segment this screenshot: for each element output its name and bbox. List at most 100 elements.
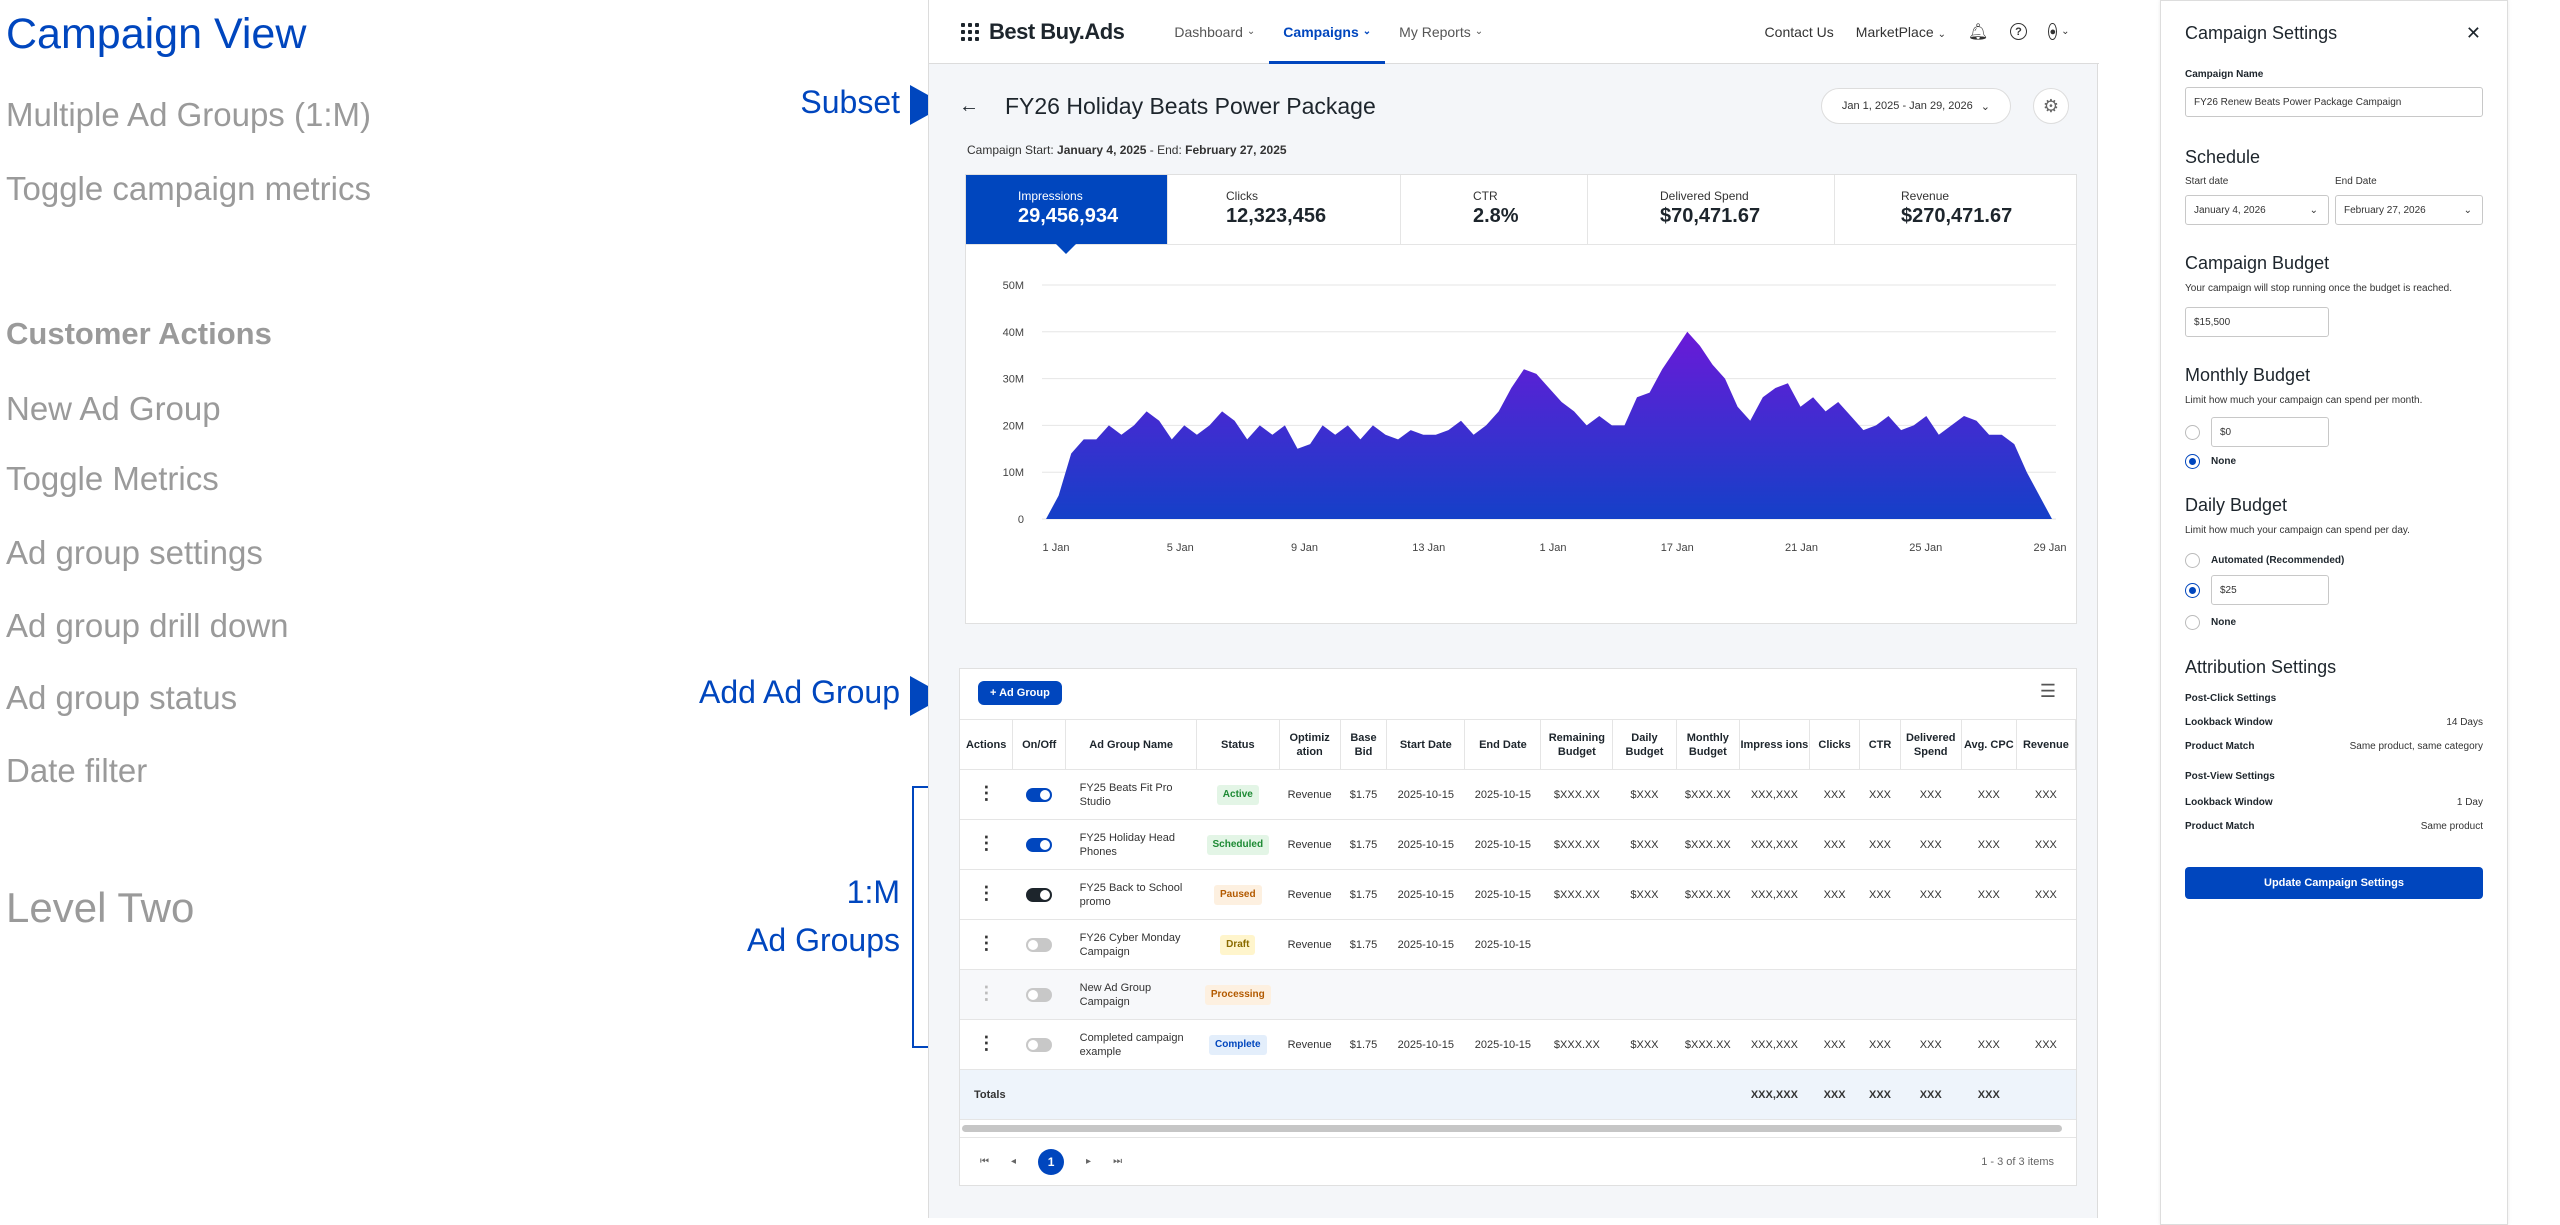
- more-actions-icon[interactable]: ⋮: [977, 883, 996, 903]
- x-tick-label: 1 Jan: [1043, 542, 1070, 554]
- first-page-icon[interactable]: ⏮: [980, 1156, 989, 1167]
- column-header[interactable]: Revenue: [2016, 719, 2077, 770]
- ad-group-name-link[interactable]: Completed campaign example: [1079, 1031, 1184, 1058]
- horizontal-scrollbar[interactable]: [962, 1125, 2062, 1132]
- table-cell: [1540, 919, 1613, 970]
- table-cell: XXX: [1859, 819, 1901, 870]
- more-actions-icon[interactable]: ⋮: [977, 983, 996, 1003]
- daily-none-radio[interactable]: [2185, 615, 2200, 630]
- on-off-toggle[interactable]: [1026, 837, 1053, 852]
- back-arrow-icon[interactable]: ←: [959, 94, 979, 117]
- more-actions-icon[interactable]: ⋮: [977, 1033, 996, 1053]
- more-actions-icon[interactable]: ⋮: [977, 933, 996, 953]
- table-row[interactable]: ⋮ New Ad Group Campaign Processing: [960, 969, 2076, 1020]
- gear-icon[interactable]: ⚙: [2033, 88, 2069, 124]
- page-1-button[interactable]: 1: [1038, 1148, 1065, 1175]
- table-row[interactable]: ⋮ FY26 Cyber Monday Campaign Draft Revenue $…: [960, 919, 2076, 970]
- table-row[interactable]: ⋮ FY25 Holiday Head Phones Scheduled Revenu…: [960, 819, 2076, 870]
- table-cell: $XXX: [1612, 1019, 1677, 1070]
- on-off-toggle[interactable]: [1026, 987, 1053, 1002]
- nav-dashboard[interactable]: Dashboard ⌄: [1160, 0, 1269, 64]
- daily-automated-radio[interactable]: [2185, 553, 2200, 568]
- table-cell: XXX: [1961, 1019, 2017, 1070]
- last-page-icon[interactable]: ⏭: [1113, 1156, 1123, 1167]
- campaign-dates: Campaign Start: January 4, 2025 - End: F…: [967, 143, 1287, 157]
- metric-delivered-spend[interactable]: Delivered Spend $70,471.67: [1588, 175, 1835, 244]
- annotation-action: Ad group settings: [6, 534, 263, 571]
- add-ad-group-button[interactable]: + Ad Group: [978, 681, 1062, 705]
- monthly-budget-input[interactable]: $0: [2211, 417, 2329, 447]
- column-header[interactable]: Monthly Budget: [1676, 719, 1741, 770]
- column-header[interactable]: Daily Budget: [1612, 719, 1677, 770]
- daily-amount-radio[interactable]: [2185, 583, 2200, 598]
- lookback-label: Lookback Window: [2185, 797, 2273, 808]
- column-header[interactable]: On/Off: [1012, 719, 1067, 770]
- y-tick-label: 40M: [1003, 327, 1024, 339]
- campaign-name-input[interactable]: FY26 Renew Beats Power Package Campaign: [2185, 87, 2483, 117]
- logo[interactable]: Best Buy.Ads: [989, 18, 1125, 44]
- filter-settings-icon[interactable]: ☰: [2039, 681, 2056, 701]
- end-date-value: February 27, 2026: [2344, 204, 2426, 216]
- column-header[interactable]: Remaining Budget: [1540, 719, 1614, 770]
- column-header[interactable]: Avg. CPC: [1961, 719, 2017, 770]
- ad-group-name-link[interactable]: FY25 Holiday Head Phones: [1079, 831, 1176, 858]
- y-tick-label: 10M: [1003, 467, 1024, 479]
- column-header[interactable]: End Date: [1464, 719, 1542, 770]
- nav-campaigns[interactable]: Campaigns ⌄: [1269, 0, 1386, 64]
- metric-ctr[interactable]: CTR 2.8%: [1401, 175, 1588, 244]
- y-tick-label: 30M: [1003, 374, 1024, 386]
- metric-revenue[interactable]: Revenue $270,471.67: [1835, 175, 2076, 244]
- app-grid-icon[interactable]: [961, 22, 979, 41]
- next-page-icon[interactable]: ▸: [1086, 1156, 1092, 1167]
- campaign-budget-input[interactable]: $15,500: [2185, 307, 2329, 337]
- column-header[interactable]: CTR: [1859, 719, 1901, 770]
- on-off-toggle[interactable]: [1026, 887, 1053, 902]
- date-filter[interactable]: Jan 1, 2025 - Jan 29, 2026 ⌄: [1820, 88, 2011, 124]
- campaign-budget-title: Campaign Budget: [2185, 253, 2330, 273]
- column-header[interactable]: Delivered Spend: [1900, 719, 1962, 770]
- total-cell: XXX: [1859, 1069, 1901, 1120]
- ad-group-name-link[interactable]: FY25 Beats Fit Pro Studio: [1079, 781, 1173, 808]
- table-cell: XXX: [1809, 1019, 1860, 1070]
- on-off-toggle[interactable]: [1026, 787, 1053, 802]
- campaign-settings-panel: Campaign Settings ✕ Campaign Name FY26 R…: [2160, 0, 2508, 1225]
- close-icon[interactable]: ✕: [2465, 23, 2481, 43]
- on-off-toggle[interactable]: [1026, 1037, 1053, 1052]
- prev-page-icon[interactable]: ◂: [1011, 1156, 1017, 1167]
- end-date-select[interactable]: February 27, 2026 ⌄: [2335, 195, 2483, 225]
- ad-group-name-link[interactable]: FY25 Back to School promo: [1079, 881, 1183, 908]
- table-row[interactable]: ⋮ FY25 Beats Fit Pro Studio Active Revenue $…: [960, 769, 2076, 820]
- daily-budget-input[interactable]: $25: [2211, 575, 2329, 605]
- update-campaign-settings-button[interactable]: Update Campaign Settings: [2185, 867, 2483, 899]
- table-row[interactable]: ⋮ Completed campaign example Complete Reven…: [960, 1019, 2076, 1070]
- metric-clicks[interactable]: Clicks 12,323,456: [1168, 175, 1401, 244]
- metric-impressions[interactable]: Impressions 29,456,934: [966, 175, 1168, 254]
- metrics-chart-card: Impressions 29,456,934 Clicks 12,323,456 C…: [965, 174, 2077, 624]
- column-header[interactable]: Impress ions: [1739, 719, 1810, 770]
- ad-group-name-link[interactable]: New Ad Group Campaign: [1079, 981, 1152, 1008]
- column-header[interactable]: Clicks: [1809, 719, 1861, 770]
- more-actions-icon[interactable]: ⋮: [977, 833, 996, 853]
- metric-value: 2.8%: [1473, 205, 1519, 227]
- column-header[interactable]: Start Date: [1386, 719, 1466, 770]
- contact-us-link[interactable]: Contact Us: [1764, 23, 1834, 40]
- nav-my-reports[interactable]: My Reports ⌄: [1385, 0, 1497, 64]
- start-date-select[interactable]: January 4, 2026 ⌄: [2185, 195, 2329, 225]
- column-header[interactable]: Ad Group Name: [1065, 719, 1198, 770]
- column-header[interactable]: Status: [1196, 719, 1280, 770]
- column-header[interactable]: Base Bid: [1340, 719, 1388, 770]
- on-off-toggle[interactable]: [1026, 937, 1053, 952]
- column-header[interactable]: Optimiz ation: [1279, 719, 1341, 770]
- help-icon[interactable]: ?: [2010, 23, 2027, 40]
- account-menu[interactable]: ● ⌄: [2048, 22, 2070, 42]
- bell-icon[interactable]: 🔔︎: [1967, 23, 1989, 41]
- monthly-amount-radio[interactable]: [2185, 425, 2200, 440]
- ad-group-name-link[interactable]: FY26 Cyber Monday Campaign: [1079, 931, 1181, 958]
- marketplace-menu[interactable]: MarketPlace ⌄: [1856, 24, 1946, 40]
- annotation-section-heading: Customer Actions: [6, 316, 272, 351]
- more-actions-icon[interactable]: ⋮: [977, 783, 996, 803]
- monthly-none-radio[interactable]: [2185, 454, 2200, 469]
- table-cell: [1386, 1069, 1465, 1120]
- column-header[interactable]: Actions: [960, 719, 1014, 770]
- table-row[interactable]: ⋮ FY25 Back to School promo Paused Revenue $…: [960, 869, 2076, 920]
